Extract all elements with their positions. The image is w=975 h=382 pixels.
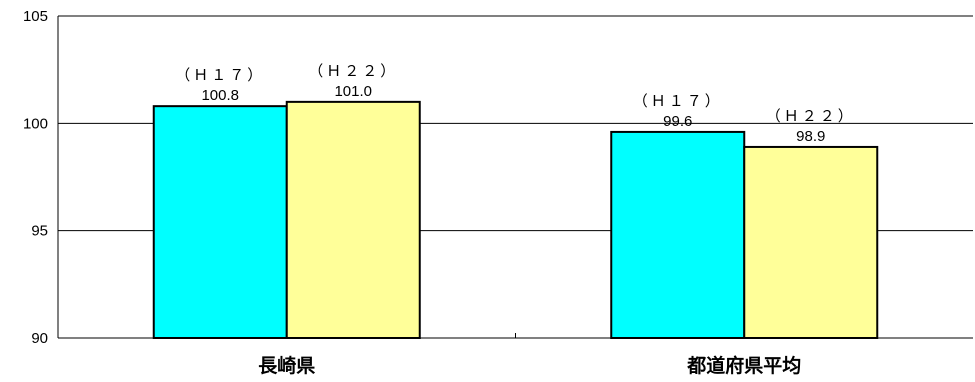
y-tick-labels: 90 95 100 105 <box>23 8 48 347</box>
bar <box>743 145 879 339</box>
category-label: 都道府県平均 <box>686 354 801 377</box>
bar-series-tag: （Ｈ１７） <box>633 92 723 110</box>
category-labels: 長崎県 都道府県平均 <box>258 354 801 377</box>
bar-value-label: 101.0 <box>334 83 372 100</box>
bar-value-label: 98.9 <box>796 128 825 145</box>
bar-value-labels: 100.8 101.0 99.6 98.9 <box>201 83 825 145</box>
bar-series-tag: （Ｈ２２） <box>308 62 398 80</box>
y-tick-label: 105 <box>23 8 48 25</box>
bar <box>610 130 746 339</box>
category-label: 長崎県 <box>258 354 315 377</box>
bar-value-label: 99.6 <box>663 113 692 130</box>
bar <box>152 105 288 339</box>
bar-series-tag: （Ｈ１７） <box>175 66 265 84</box>
bars <box>152 100 879 339</box>
bar-value-label: 100.8 <box>201 87 239 104</box>
y-tick-label: 95 <box>31 223 48 240</box>
y-tick-label: 90 <box>31 330 48 347</box>
y-tick-label: 100 <box>23 115 48 132</box>
bar-series-tag: （Ｈ２２） <box>766 107 856 125</box>
axes <box>57 16 973 339</box>
bar <box>285 100 421 339</box>
bar-series-tags: （Ｈ１７） （Ｈ２２） （Ｈ１７） （Ｈ２２） <box>175 62 856 125</box>
